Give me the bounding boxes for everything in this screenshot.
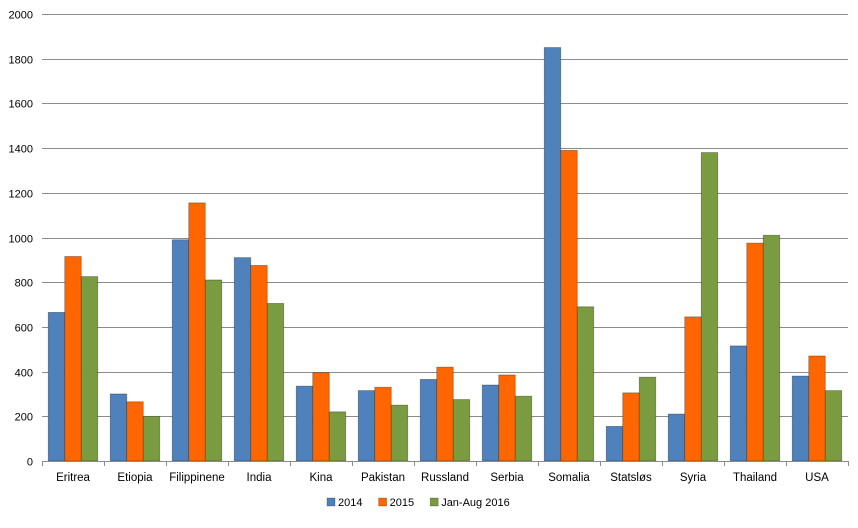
x-tick-label: Syria [680, 472, 707, 484]
y-tick-label: 600 [15, 323, 33, 335]
y-tick-label: 1200 [9, 189, 33, 201]
gridlines [42, 14, 848, 417]
bar [204, 279, 223, 462]
bar [419, 379, 438, 462]
y-tick-label: 1000 [9, 234, 33, 246]
y-tick-label: 1800 [9, 55, 33, 67]
x-tick-label: India [247, 472, 273, 484]
bar [233, 257, 252, 462]
y-tick-label: 800 [15, 278, 33, 290]
bar [109, 393, 128, 462]
legend: 2014 2015 Jan-Aug 2016 [326, 497, 510, 509]
bar [328, 411, 347, 462]
bar [746, 242, 764, 462]
legend-label: 2014 [338, 497, 362, 509]
bar [390, 404, 409, 462]
x-tick-label: Thailand [733, 472, 777, 484]
bar [638, 376, 657, 462]
x-tick-label: Kina [309, 472, 333, 484]
bar [791, 375, 810, 462]
bar [80, 276, 99, 462]
bar [481, 384, 500, 462]
bar [498, 374, 516, 462]
x-axis [42, 461, 849, 466]
x-axis-ticks: Eritrea Etiopia Filippinene India Kina Pakist… [56, 472, 829, 484]
x-tick-label: Serbia [490, 472, 524, 484]
bar [357, 390, 376, 462]
x-tick-label: Eritrea [56, 472, 90, 484]
bar [514, 395, 533, 462]
bar [824, 390, 843, 462]
x-tick-label: Statsløs [610, 472, 652, 484]
bar [188, 202, 206, 462]
bar [126, 401, 144, 462]
bar [729, 345, 748, 462]
y-tick-label: 2000 [9, 10, 33, 22]
bar [605, 425, 624, 462]
bar [64, 256, 82, 462]
bar [808, 355, 826, 462]
bar [684, 316, 702, 462]
bar [250, 265, 268, 462]
y-tick-label: 1600 [9, 99, 33, 111]
y-axis-ticks: 0 200 400 600 800 1000 1200 1400 1600 1800 2000 [9, 10, 33, 469]
bar [47, 311, 66, 462]
legend-label: Jan-Aug 2016 [441, 497, 510, 509]
x-tick-label: Russland [421, 472, 469, 484]
x-tick-label: USA [805, 472, 829, 484]
bar [142, 415, 161, 462]
y-tick-label: 400 [15, 368, 33, 380]
bar [312, 372, 330, 462]
bar [622, 392, 640, 462]
y-tick-label: 0 [27, 457, 33, 469]
bar [762, 234, 781, 462]
x-tick-label: Somalia [548, 472, 590, 484]
bar [576, 306, 595, 462]
bar [295, 385, 314, 462]
legend-label: 2015 [390, 497, 414, 509]
legend-swatch [429, 497, 439, 507]
y-tick-label: 1400 [9, 144, 33, 156]
bar [667, 413, 686, 462]
legend-swatch [378, 497, 387, 507]
bar [543, 47, 562, 462]
x-tick-label: Filippinene [169, 472, 225, 484]
legend-swatch [326, 497, 336, 507]
bar [700, 152, 719, 462]
bar [171, 239, 190, 462]
bar [266, 303, 285, 462]
bar [560, 149, 578, 462]
y-tick-label: 200 [15, 412, 33, 424]
bar [452, 399, 471, 462]
bars [47, 47, 843, 462]
bar [374, 386, 392, 462]
bar [436, 366, 454, 462]
x-tick-label: Pakistan [361, 472, 405, 484]
x-tick-label: Etiopia [117, 472, 153, 484]
